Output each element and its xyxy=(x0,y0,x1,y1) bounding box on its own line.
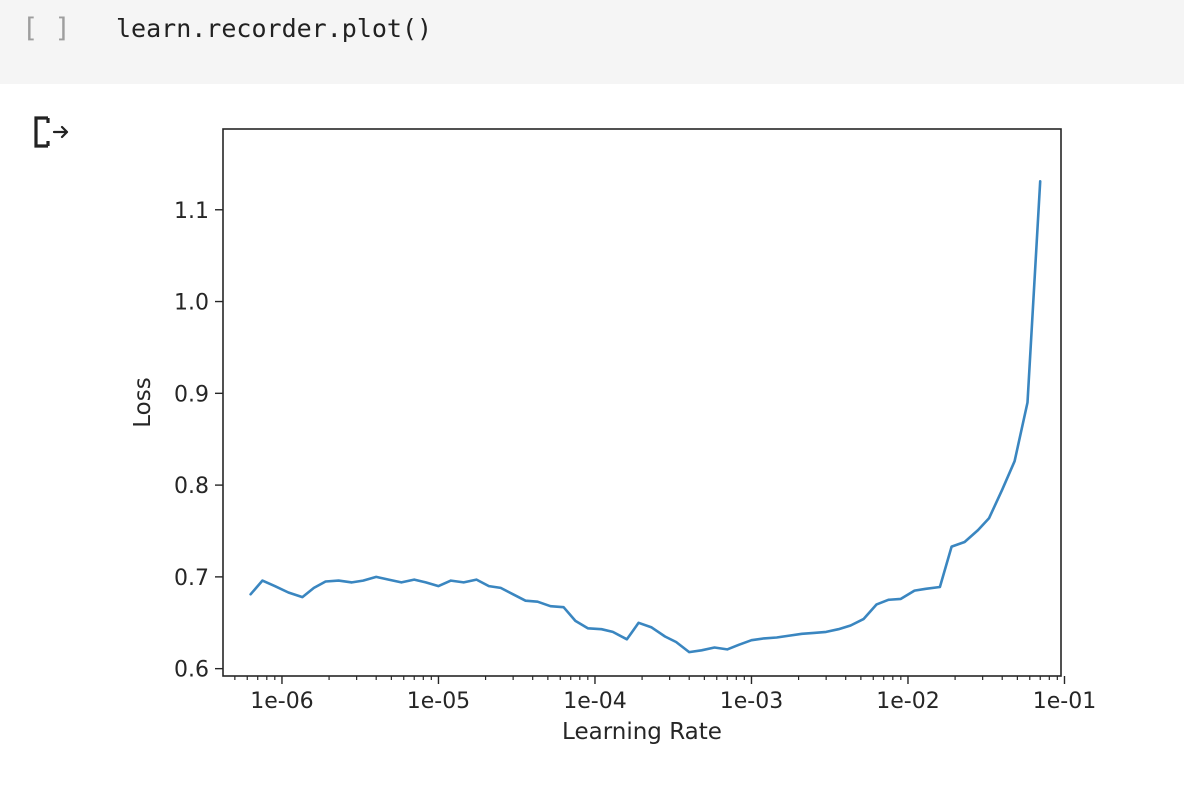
data-point xyxy=(287,591,290,594)
data-point xyxy=(788,634,791,637)
data-point xyxy=(574,620,577,623)
data-point xyxy=(713,646,716,649)
data-point xyxy=(688,651,691,654)
data-point xyxy=(400,581,403,584)
data-point xyxy=(813,632,816,635)
data-point xyxy=(249,593,252,596)
y-tick-label: 0.7 xyxy=(174,566,209,591)
data-point xyxy=(324,580,327,583)
data-point xyxy=(313,587,316,590)
y-tick-label: 0.8 xyxy=(174,474,209,499)
data-point xyxy=(362,579,365,582)
data-point xyxy=(437,585,440,588)
data-point xyxy=(387,578,390,581)
data-point xyxy=(413,578,416,581)
data-point xyxy=(849,624,852,627)
x-tick-label: 1e-06 xyxy=(250,689,313,714)
data-point xyxy=(1013,460,1016,463)
data-point xyxy=(351,581,354,584)
data-point xyxy=(650,626,653,629)
y-axis-ticks: 0.6 0.7 0.8 0.9 1.0 1.1 xyxy=(174,199,223,683)
run-cell-prompt[interactable]: [ ] xyxy=(22,13,71,44)
data-point xyxy=(425,581,428,584)
learning-rate-loss-chart: 1e-06 1e-05 1e-04 1e-03 1e-02 1e-01 0.6 0.7 0.8… xyxy=(130,128,1096,745)
data-point xyxy=(913,589,916,592)
data-point xyxy=(1039,180,1042,183)
output-redirect-icon[interactable] xyxy=(34,115,74,151)
data-point xyxy=(536,600,539,603)
data-point xyxy=(963,541,966,544)
data-point xyxy=(977,529,980,532)
loss-curve xyxy=(249,180,1042,654)
code-line[interactable]: learn.recorder.plot() xyxy=(116,14,433,43)
x-tick-label: 1e-03 xyxy=(720,689,783,714)
y-tick-label: 0.6 xyxy=(174,658,209,683)
data-point xyxy=(587,627,590,630)
data-point xyxy=(875,603,878,606)
data-point xyxy=(775,636,778,639)
data-point xyxy=(562,606,565,609)
data-point xyxy=(825,631,828,634)
data-point xyxy=(375,576,378,579)
y-tick-label: 1.1 xyxy=(174,199,209,224)
data-point xyxy=(337,579,340,582)
data-point xyxy=(1001,488,1004,491)
data-point xyxy=(499,587,502,590)
x-tick-label: 1e-04 xyxy=(563,689,626,714)
data-point xyxy=(462,581,465,584)
data-point xyxy=(637,622,640,625)
data-point xyxy=(475,578,478,581)
data-point xyxy=(837,628,840,631)
data-point xyxy=(988,517,991,520)
loss-points xyxy=(249,180,1041,653)
data-point xyxy=(261,579,264,582)
data-point xyxy=(900,598,903,601)
x-tick-label: 1e-05 xyxy=(407,689,470,714)
data-point xyxy=(600,628,603,631)
code-cell[interactable]: [ ] learn.recorder.plot() xyxy=(0,0,1184,84)
data-point xyxy=(925,588,928,591)
x-minor-ticks xyxy=(234,676,1058,680)
data-point xyxy=(675,641,678,644)
data-point xyxy=(950,545,953,548)
data-point xyxy=(1026,401,1029,404)
data-point xyxy=(763,637,766,640)
data-point xyxy=(612,631,615,634)
data-point xyxy=(801,633,804,636)
data-point xyxy=(626,638,629,641)
data-point xyxy=(664,635,667,638)
data-point xyxy=(726,648,729,651)
y-axis-label: Loss xyxy=(130,377,156,427)
data-point xyxy=(549,605,552,608)
data-point xyxy=(939,586,942,589)
data-point xyxy=(450,579,453,582)
data-point xyxy=(274,585,277,588)
x-axis-ticks: 1e-06 1e-05 1e-04 1e-03 1e-02 1e-01 xyxy=(250,676,1096,714)
data-point xyxy=(512,593,515,596)
data-point xyxy=(738,644,741,647)
data-point xyxy=(862,618,865,621)
y-tick-label: 1.0 xyxy=(174,291,209,316)
data-point xyxy=(750,639,753,642)
x-tick-label: 1e-02 xyxy=(876,689,939,714)
data-point xyxy=(700,649,703,652)
data-point xyxy=(887,599,890,602)
data-point xyxy=(301,596,304,599)
plot-frame xyxy=(222,128,1062,677)
x-tick-label: 1e-01 xyxy=(1033,689,1096,714)
x-axis-label: Learning Rate xyxy=(562,719,722,745)
data-point xyxy=(488,585,491,588)
data-point xyxy=(524,599,527,602)
y-tick-label: 0.9 xyxy=(174,382,209,407)
